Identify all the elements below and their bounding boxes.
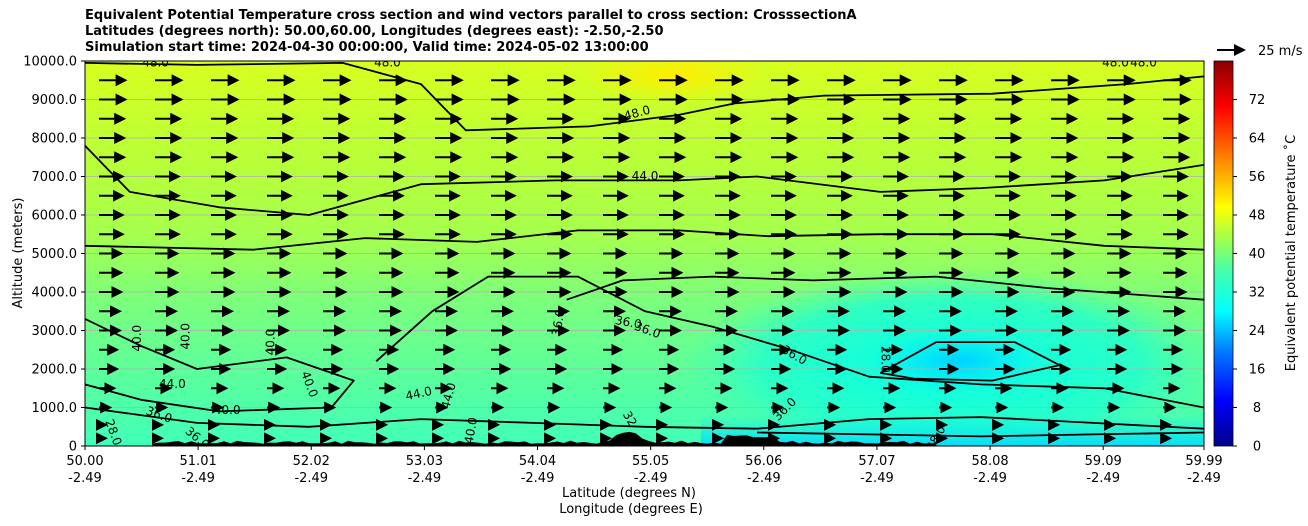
contour-label: 40.0 <box>178 323 192 350</box>
x-tick-label-lat: 57.07 <box>858 454 895 469</box>
colorbar-tick-label: 32 <box>1249 286 1266 301</box>
contour-label: 48.0 <box>374 55 401 69</box>
contour-label: 40.0 <box>214 403 241 417</box>
y-tick-label: 3000.0 <box>32 324 78 339</box>
contour-label: 32 <box>620 409 640 429</box>
x-tick-label-lon: -2.49 <box>68 471 102 486</box>
contour-label: 36.0 <box>614 313 643 331</box>
x-tick-label-lon: -2.49 <box>408 471 442 486</box>
x-axis-label-line-1: Latitude (degrees N) <box>562 486 696 501</box>
y-tick-label: 10000.0 <box>23 55 77 70</box>
colorbar-tick-label: 40 <box>1249 247 1266 262</box>
plot-area: 48.0 48.048.048.0 48.044.040.0 40.0 40.040.0… <box>85 55 1204 446</box>
contour-line-36 <box>375 275 1204 409</box>
x-tick-label-lon: -2.49 <box>1187 471 1221 486</box>
y-tick-label: 2000.0 <box>32 363 78 378</box>
chart-title-line-2: Latitudes (degrees north): 50.00,60.00, … <box>85 24 664 39</box>
contour-label: 40.0 <box>130 325 144 352</box>
quiver-key-label: 25 m/s <box>1258 44 1303 59</box>
colorbar-tick-label: 72 <box>1249 93 1266 108</box>
colorbar-label: Equivalent potential temperature ˚C <box>1283 135 1299 371</box>
x-tick-label-lon: -2.49 <box>973 471 1007 486</box>
contour-label: 44.0 <box>404 384 433 403</box>
x-tick-label-lat: 50.00 <box>66 454 103 469</box>
chart-title-line-1: Equivalent Potential Temperature cross s… <box>85 8 857 23</box>
field-region-upper-warm-core <box>580 61 766 103</box>
colorbar-tick-label: 56 <box>1249 170 1266 185</box>
y-tick-label: 7000.0 <box>32 170 78 185</box>
x-tick-label-lat: 52.02 <box>293 454 330 469</box>
field-region-surface-cool <box>701 415 1204 446</box>
colorbar-tick-label: 0 <box>1253 440 1261 455</box>
contour-label: 44.0 <box>438 381 458 410</box>
contour-label: 36.0 <box>549 308 567 337</box>
contour-line-48 <box>85 62 1204 132</box>
colorbar-tick-label: 64 <box>1249 132 1266 147</box>
y-axis-label: Altitude (meters) <box>11 198 26 309</box>
x-tick-label-lon: -2.49 <box>521 471 555 486</box>
contour-label: 40.0 <box>263 329 277 356</box>
y-tick-label: 4000.0 <box>32 286 78 301</box>
colorbar-tick-label: 8 <box>1253 401 1261 416</box>
colorbar <box>1213 60 1234 447</box>
x-tick-label-lat: 59.99 <box>1185 454 1222 469</box>
field-region-coldest-pocket <box>871 330 1046 392</box>
contour-label: 28.0 <box>878 346 892 373</box>
contour-label: 48.0 <box>1102 55 1129 69</box>
contour-label: 48.0 <box>1130 55 1157 69</box>
colorbar-tick-label: 16 <box>1249 363 1266 378</box>
colorbar-tick-label: 24 <box>1249 324 1266 339</box>
terrain-silhouette <box>152 431 937 446</box>
y-tick-label: 9000.0 <box>32 93 78 108</box>
x-tick-label-lon: -2.49 <box>1086 471 1120 486</box>
contour-line-36 <box>566 275 1204 301</box>
x-tick-label-lat: 53.03 <box>406 454 443 469</box>
x-tick-label-lon: -2.49 <box>181 471 215 486</box>
colorbar-tick-label: 48 <box>1249 209 1266 224</box>
chart-title-line-3: Simulation start time: 2024-04-30 00:00:… <box>85 40 649 55</box>
x-tick-label-lat: 56.06 <box>745 454 782 469</box>
x-tick-label-lat: 59.09 <box>1085 454 1122 469</box>
x-tick-label-lat: 51.01 <box>180 454 217 469</box>
x-tick-label-lat: 58.08 <box>971 454 1008 469</box>
y-tick-label: 6000.0 <box>32 209 78 224</box>
y-tick-label: 8000.0 <box>32 132 78 147</box>
x-tick-label-lat: 54.04 <box>519 454 556 469</box>
x-tick-label-lon: -2.49 <box>860 471 894 486</box>
x-tick-label-lon: -2.49 <box>294 471 328 486</box>
contour-label: 48.0 <box>142 55 169 69</box>
y-tick-label: 5000.0 <box>32 247 78 262</box>
contour-label: 40.0 <box>462 416 480 445</box>
x-tick-label-lon: -2.49 <box>634 471 668 486</box>
x-tick-label-lon: -2.49 <box>747 471 781 486</box>
x-axis-label-line-2: Longitude (degrees E) <box>559 502 703 517</box>
contour-label: 44.0 <box>632 169 659 183</box>
contour-label: 44.0 <box>159 377 186 391</box>
contour-label: 48.0 <box>622 103 651 123</box>
x-tick-label-lat: 55.05 <box>632 454 669 469</box>
y-tick-label: 0 <box>69 440 77 455</box>
y-tick-label: 1000.0 <box>32 401 78 416</box>
